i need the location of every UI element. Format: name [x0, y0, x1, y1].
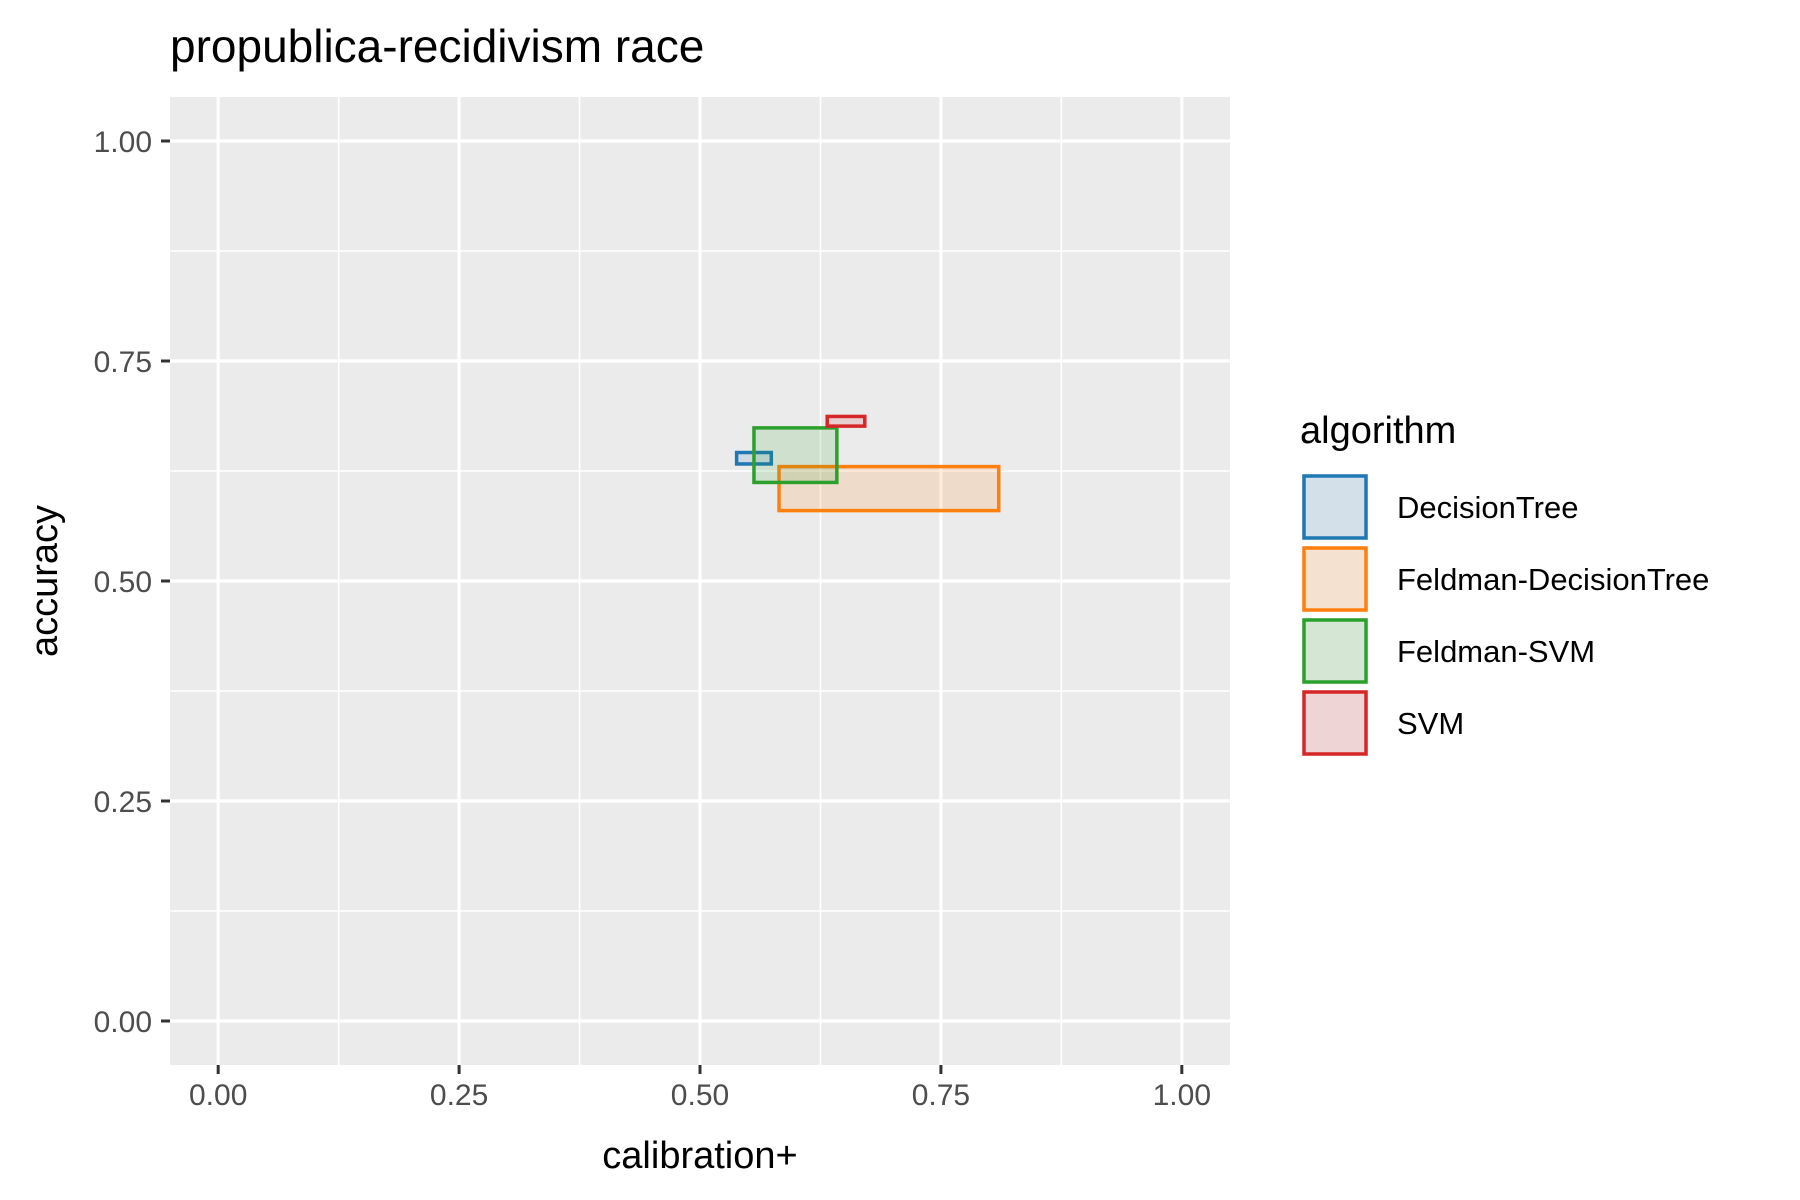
legend-label-3: SVM [1397, 706, 1464, 741]
y-tick-label-2: 0.50 [94, 566, 152, 599]
y-axis: 0.00 0.25 0.50 0.75 1.00 [94, 126, 170, 1039]
legend-key-bg-1 [1302, 546, 1368, 612]
legend-key-1 [1302, 546, 1368, 612]
legend-key-bg-0 [1302, 474, 1368, 540]
x-axis: 0.00 0.25 0.50 0.75 1.00 [189, 1065, 1211, 1112]
y-tick-label-1: 0.25 [94, 786, 152, 819]
legend-key-3 [1302, 690, 1368, 756]
legend-label-2: Feldman-SVM [1397, 634, 1595, 669]
data-rects [734, 414, 1001, 513]
y-tick-label-3: 0.75 [94, 346, 152, 379]
chart-title: propublica-recidivism race [170, 20, 704, 72]
legend-key-bg-2 [1302, 618, 1368, 684]
x-tick-label-2: 0.50 [671, 1079, 729, 1112]
rect-2 [752, 426, 839, 485]
x-tick-label-3: 0.75 [912, 1079, 970, 1112]
grid [170, 97, 1230, 1065]
legend: algorithm DecisionTree Feldman-DecisionTr… [1300, 410, 1709, 756]
y-tick-label-4: 1.00 [94, 126, 152, 159]
legend-title: algorithm [1300, 410, 1456, 452]
legend-key-bg-3 [1302, 690, 1368, 756]
x-axis-title: calibration+ [602, 1135, 797, 1177]
legend-label-1: Feldman-DecisionTree [1397, 562, 1709, 597]
y-axis-title: accuracy [24, 505, 66, 657]
rect-1 [777, 464, 1001, 513]
legend-key-0 [1302, 474, 1368, 540]
x-tick-label-4: 1.00 [1153, 1079, 1211, 1112]
rect-3 [825, 414, 867, 428]
legend-label-0: DecisionTree [1397, 490, 1578, 525]
x-tick-label-1: 0.25 [430, 1079, 488, 1112]
x-tick-label-0: 0.00 [189, 1079, 247, 1112]
y-tick-label-0: 0.00 [94, 1006, 152, 1039]
legend-key-2 [1302, 618, 1368, 684]
